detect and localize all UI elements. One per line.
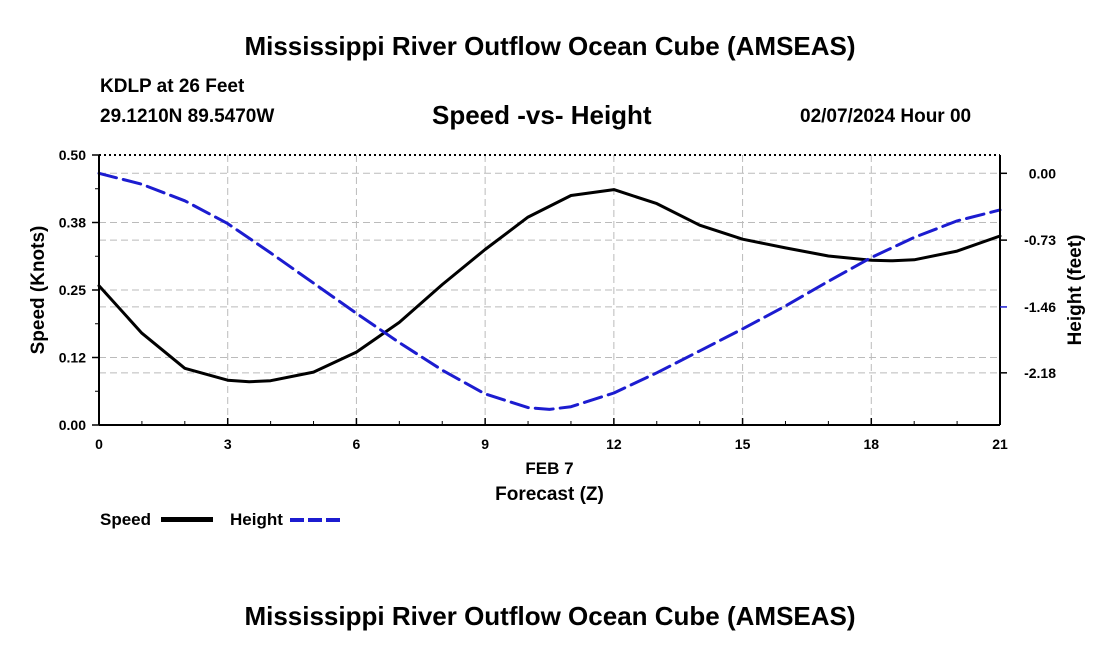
x-axis-date: FEB 7 xyxy=(525,459,573,478)
y-tick-label: 0.12 xyxy=(59,350,86,366)
y-tick-label: 0.25 xyxy=(59,282,86,298)
speed-height-chart: 0 3 6 9 12 15 18 21 0.00 0.12 0.25 0.38 0.50 0.00 -0.7… xyxy=(28,147,1086,505)
chart-main-title: Mississippi River Outflow Ocean Cube (AM… xyxy=(244,31,856,61)
axis-labels: 0 3 6 9 12 15 18 21 0.00 0.12 0.25 0.38 0.50 0.00 -0.7… xyxy=(28,147,1086,505)
x-tick-label: 6 xyxy=(353,436,361,452)
y-tick-label: 0.38 xyxy=(59,215,86,231)
grid-lines xyxy=(99,155,1000,425)
legend-speed-label: Speed xyxy=(100,510,152,529)
repeated-title: Mississippi River Outflow Ocean Cube (AM… xyxy=(244,601,856,631)
legend-height-swatch xyxy=(290,518,344,522)
y2-tick-label: -0.73 xyxy=(1024,232,1056,248)
y2-tick-label: 0.00 xyxy=(1029,165,1056,181)
x-tick-label: 9 xyxy=(481,436,489,452)
series-lines xyxy=(97,171,1002,411)
x-tick-label: 21 xyxy=(992,436,1008,452)
x-tick-label: 0 xyxy=(95,436,103,452)
y-tick-label: 0.50 xyxy=(59,147,86,163)
y2-axis-title: Height (feet) xyxy=(1065,235,1086,346)
x-tick-label: 3 xyxy=(224,436,232,452)
x-tick-label: 12 xyxy=(606,436,622,452)
forecast-date: 02/07/2024 Hour 00 xyxy=(800,106,972,127)
station-label: KDLP at 26 Feet xyxy=(100,76,245,97)
x-tick-label: 15 xyxy=(735,436,751,452)
x-axis-title: Forecast (Z) xyxy=(495,484,604,505)
station-coordinates: 29.1210N 89.5470W xyxy=(100,106,275,127)
y2-tick-label: -2.18 xyxy=(1024,365,1056,381)
axes xyxy=(92,154,1007,426)
y2-tick-label: -1.46 xyxy=(1024,299,1056,315)
height-line xyxy=(97,171,1002,411)
x-tick-label: 18 xyxy=(863,436,879,452)
legend-speed-swatch xyxy=(161,517,213,522)
y-axis-title: Speed (Knots) xyxy=(28,226,49,355)
y-tick-label: 0.00 xyxy=(59,417,86,433)
chart-subtitle: Speed -vs- Height xyxy=(432,100,652,130)
legend-height-label: Height xyxy=(230,510,283,529)
speed-line xyxy=(97,188,1002,384)
